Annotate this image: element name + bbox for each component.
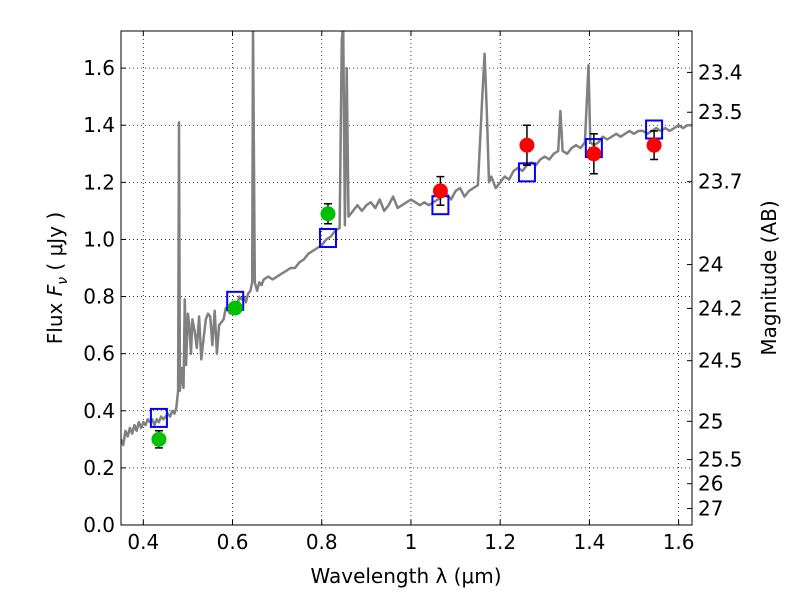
points-layer (149, 119, 664, 449)
x-tick-label: 0.8 (306, 530, 338, 554)
magnitude-tick-label: 24.5 (698, 349, 743, 373)
x-axis-title: Wavelength λ (μm) (310, 564, 501, 588)
magnitude-tick-label: 23.4 (698, 60, 743, 84)
red-data-point (646, 137, 662, 153)
magnitude-tick-label: 25 (698, 409, 723, 433)
y-tick-label: 0.6 (83, 342, 115, 366)
y-tick-label: 1.0 (83, 227, 115, 251)
red-data-point (586, 146, 602, 162)
plot-frame (120, 30, 693, 526)
magnitude-tick-label: 25.5 (698, 448, 743, 472)
magnitude-tick-label: 26 (698, 472, 723, 496)
y-axis-title-var: F (43, 284, 67, 296)
x-tick-label: 1 (405, 530, 418, 554)
magnitude-tick-label: 23.5 (698, 100, 743, 124)
spectrum-layer (121, 31, 692, 447)
y-axis-title-post: ( μJy ) (43, 212, 67, 277)
y-axis-title-left: Flux Fν ( μJy ) (43, 212, 71, 344)
model-square-marker (318, 228, 337, 249)
y-tick-label: 1.4 (83, 113, 115, 137)
y-axis-title-sub: ν (55, 277, 71, 285)
green-data-point (151, 431, 167, 447)
x-tick-label: 1.6 (663, 530, 695, 554)
x-tick-label: 1.2 (484, 530, 516, 554)
x-tick-label: 0.4 (127, 530, 159, 554)
ticks-layer: 0.4 0.6 0.8 1 1.2 1.4 1.6 0.0 0.2 0.4 0.6 0.8 1.0 1.2… (83, 31, 743, 554)
green-data-point (227, 300, 243, 316)
green-data-point (320, 206, 336, 222)
y-axis-title-pre: Flux (43, 296, 67, 344)
y-tick-label: 1.6 (83, 56, 115, 80)
magnitude-tick-label: 24.2 (698, 296, 743, 320)
x-tick-label: 1.4 (573, 530, 605, 554)
model-square-marker (149, 407, 168, 428)
y-tick-label: 0.2 (83, 456, 115, 480)
magnitude-tick-label: 24 (698, 253, 723, 277)
model-spectrum-line (121, 31, 692, 447)
y-tick-label: 0.0 (83, 513, 115, 537)
red-data-point (519, 137, 535, 153)
x-tick-label: 0.6 (217, 530, 249, 554)
y-tick-label: 0.8 (83, 285, 115, 309)
y-tick-label: 1.2 (83, 170, 115, 194)
y-axis-title-right: Magnitude (AB) (757, 200, 781, 355)
red-data-point (432, 183, 448, 199)
plot-background (121, 31, 692, 525)
magnitude-tick-label: 23.7 (698, 170, 743, 194)
magnitude-tick-label: 27 (698, 497, 723, 521)
y-tick-label: 0.4 (83, 399, 115, 423)
